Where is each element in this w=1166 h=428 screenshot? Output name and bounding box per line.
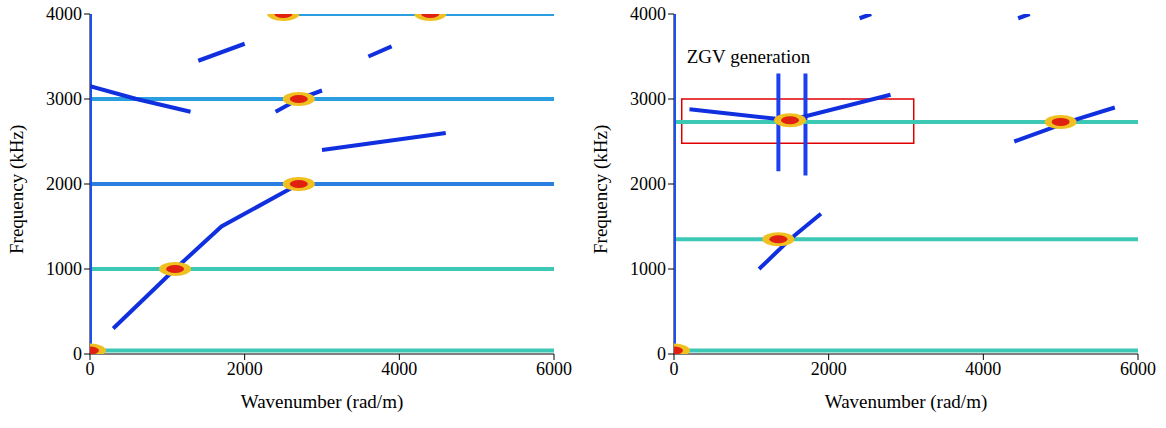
svg-text:2000: 2000 (811, 359, 847, 379)
svg-text:Frequency (kHz): Frequency (kHz) (590, 125, 612, 254)
svg-text:0: 0 (670, 359, 679, 379)
svg-text:2000: 2000 (630, 174, 666, 194)
svg-text:4000: 4000 (46, 4, 82, 24)
svg-text:3000: 3000 (46, 89, 82, 109)
svg-text:0: 0 (657, 344, 666, 364)
svg-text:Wavenumber (rad/m): Wavenumber (rad/m) (825, 391, 988, 413)
svg-text:ZGV generation: ZGV generation (687, 46, 811, 67)
svg-text:3000: 3000 (630, 89, 666, 109)
svg-text:0: 0 (73, 344, 82, 364)
svg-text:2000: 2000 (227, 359, 263, 379)
svg-text:1000: 1000 (630, 259, 666, 279)
svg-text:Wavenumber (rad/m): Wavenumber (rad/m) (241, 391, 404, 413)
svg-text:6000: 6000 (1120, 359, 1156, 379)
svg-text:2000: 2000 (46, 174, 82, 194)
svg-text:4000: 4000 (630, 4, 666, 24)
svg-text:0: 0 (86, 359, 95, 379)
svg-text:4000: 4000 (965, 359, 1001, 379)
svg-text:4000: 4000 (381, 359, 417, 379)
svg-text:Frequency (kHz): Frequency (kHz) (6, 125, 28, 254)
svg-text:1000: 1000 (46, 259, 82, 279)
svg-text:6000: 6000 (536, 359, 572, 379)
